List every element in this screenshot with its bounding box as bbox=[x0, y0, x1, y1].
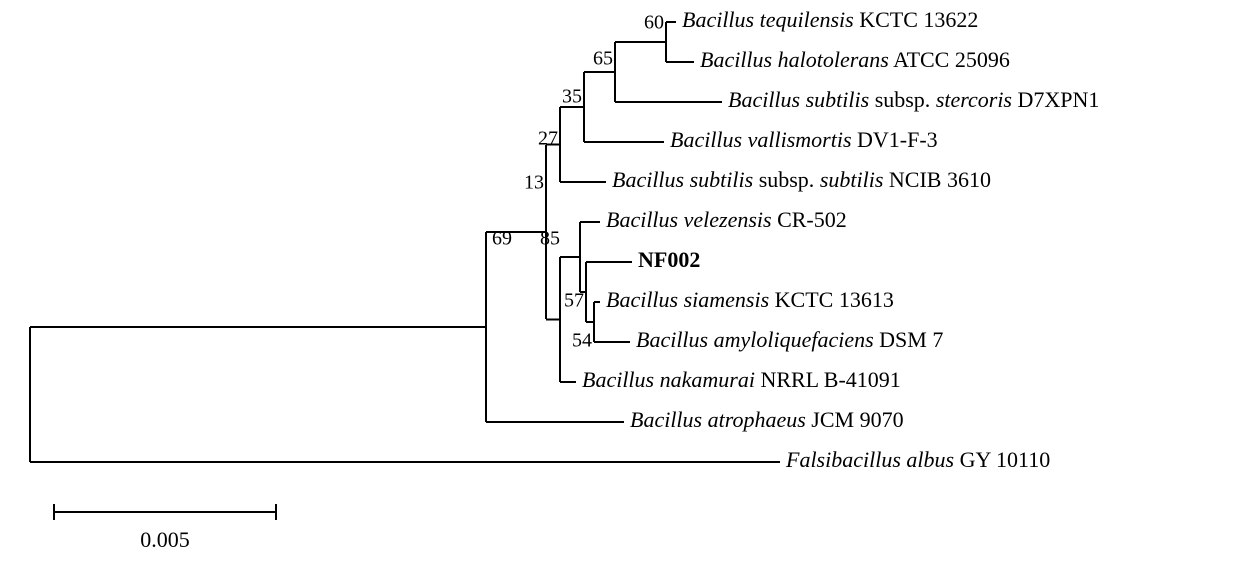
taxon-label: Bacillus tequilensis KCTC 13622 bbox=[682, 7, 978, 32]
bootstrap-value: 85 bbox=[540, 228, 560, 250]
phylogenetic-tree: Bacillus tequilensis KCTC 13622 Bacillus … bbox=[0, 0, 1240, 581]
taxon-label: Bacillus subtilis subsp. stercoris D7XPN… bbox=[728, 87, 1099, 112]
taxon-label: Bacillus velezensis CR-502 bbox=[606, 207, 847, 232]
bootstrap-value: 54 bbox=[572, 330, 592, 352]
taxon-label: Bacillus siamensis KCTC 13613 bbox=[606, 287, 894, 312]
bootstrap-value: 35 bbox=[562, 86, 582, 108]
bootstrap-value: 65 bbox=[593, 48, 613, 70]
bootstrap-value: 13 bbox=[524, 172, 544, 194]
taxon-label: Bacillus subtilis subsp. subtilis NCIB 3… bbox=[612, 167, 991, 192]
taxon-label: Falsibacillus albus GY 10110 bbox=[785, 447, 1050, 472]
bootstrap-value: 60 bbox=[644, 12, 664, 34]
taxon-label: Bacillus atrophaeus JCM 9070 bbox=[630, 407, 904, 432]
bootstrap-value: 69 bbox=[492, 228, 512, 250]
scale-bar-label: 0.005 bbox=[140, 527, 190, 552]
bootstrap-value: 57 bbox=[564, 290, 584, 312]
taxon-label: Bacillus halotolerans ATCC 25096 bbox=[700, 47, 1010, 72]
taxon-label: Bacillus amyloliquefaciens DSM 7 bbox=[636, 327, 943, 352]
taxon-label: Bacillus nakamurai NRRL B-41091 bbox=[582, 367, 901, 392]
taxon-label: NF002 bbox=[638, 247, 700, 272]
bootstrap-value: 27 bbox=[538, 128, 558, 150]
taxon-label: Bacillus vallismortis DV1-F-3 bbox=[670, 127, 938, 152]
